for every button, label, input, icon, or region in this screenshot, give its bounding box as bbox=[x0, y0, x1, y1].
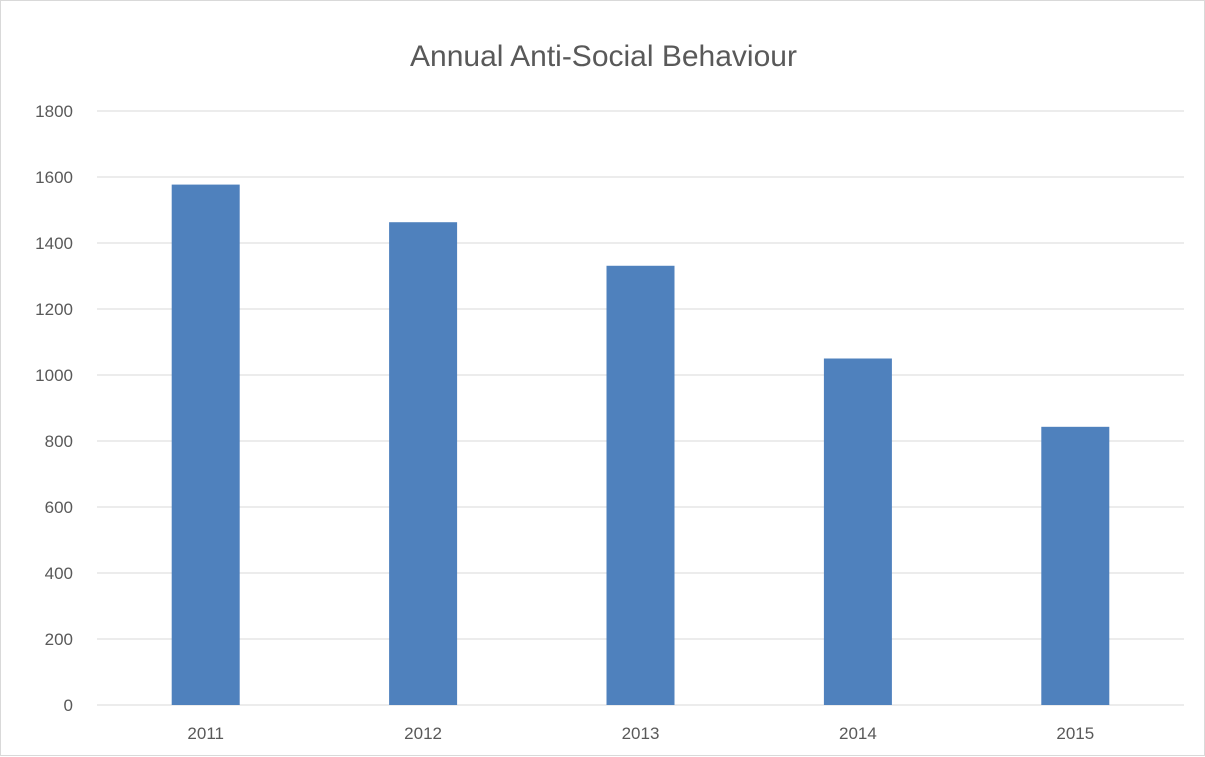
x-tick-label: 2014 bbox=[839, 724, 877, 743]
bar-2011 bbox=[171, 184, 240, 706]
x-tick-label: 2011 bbox=[187, 724, 224, 743]
y-tick-label: 0 bbox=[64, 696, 73, 715]
chart-title: Annual Anti-Social Behaviour bbox=[410, 40, 797, 73]
y-tick-label: 1200 bbox=[35, 300, 73, 319]
y-tick-label: 1800 bbox=[35, 102, 73, 121]
y-tick-label: 800 bbox=[45, 432, 73, 451]
y-tick-label: 1000 bbox=[35, 366, 73, 385]
bar-2012 bbox=[389, 222, 458, 705]
y-tick-label: 400 bbox=[45, 564, 73, 583]
y-tick-label: 200 bbox=[45, 630, 73, 649]
bar-2014 bbox=[823, 358, 892, 705]
y-tick-label: 600 bbox=[45, 498, 73, 517]
x-tick-label: 2012 bbox=[404, 724, 442, 743]
y-tick-label: 1600 bbox=[35, 168, 73, 187]
bar-2015 bbox=[1041, 426, 1110, 705]
y-tick-label: 1400 bbox=[35, 234, 73, 253]
x-tick-label: 2013 bbox=[622, 724, 660, 743]
x-tick-label: 2015 bbox=[1056, 724, 1094, 743]
bar-2013 bbox=[606, 265, 675, 705]
